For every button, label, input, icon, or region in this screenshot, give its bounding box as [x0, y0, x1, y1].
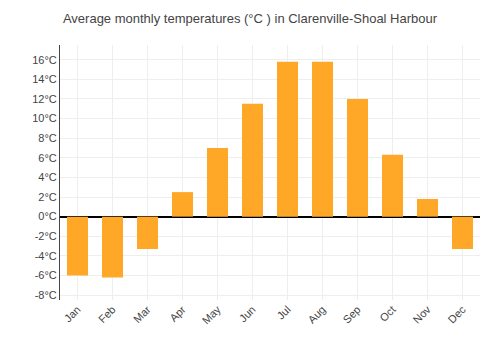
svg-text:-6°C: -6°C: [35, 269, 57, 281]
svg-text:Average monthly temperatures (: Average monthly temperatures (°C ) in Cl…: [63, 11, 438, 26]
svg-text:Jan: Jan: [62, 303, 83, 324]
svg-text:4°C: 4°C: [38, 171, 57, 183]
svg-text:Nov: Nov: [410, 303, 433, 326]
svg-text:May: May: [200, 303, 224, 327]
svg-text:2°C: 2°C: [38, 191, 57, 203]
svg-text:Jun: Jun: [237, 303, 258, 324]
svg-text:Feb: Feb: [96, 303, 118, 325]
svg-text:14°C: 14°C: [32, 73, 57, 85]
svg-text:Aug: Aug: [305, 303, 327, 325]
svg-text:-4°C: -4°C: [35, 250, 57, 262]
svg-text:Dec: Dec: [445, 303, 468, 326]
svg-text:-8°C: -8°C: [35, 289, 57, 301]
svg-text:Jul: Jul: [274, 303, 292, 321]
svg-text:Apr: Apr: [167, 303, 188, 324]
svg-text:10°C: 10°C: [32, 112, 57, 124]
svg-text:-2°C: -2°C: [35, 230, 57, 242]
svg-text:Mar: Mar: [131, 303, 153, 325]
svg-text:Sep: Sep: [340, 303, 362, 325]
svg-text:8°C: 8°C: [38, 132, 57, 144]
svg-text:Oct: Oct: [377, 303, 398, 324]
svg-text:0°C: 0°C: [38, 210, 57, 222]
svg-text:12°C: 12°C: [32, 93, 57, 105]
svg-text:6°C: 6°C: [38, 152, 57, 164]
svg-text:16°C: 16°C: [32, 54, 57, 66]
